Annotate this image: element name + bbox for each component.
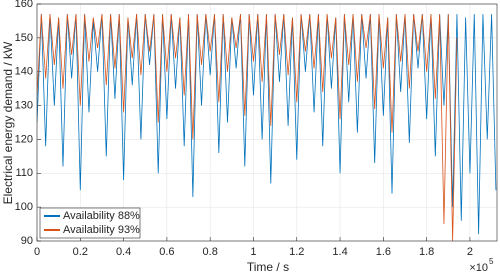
x-tick-label: 0.2 — [73, 246, 88, 258]
y-tick-label: 110 — [15, 167, 33, 179]
y-tick-label: 90 — [21, 235, 33, 247]
y-tick-label: 150 — [15, 32, 33, 44]
y-tick-label: 100 — [15, 201, 33, 213]
x-tick-label: 0.8 — [203, 246, 218, 258]
y-tick-label: 160 — [15, 0, 33, 10]
x-tick-label: 2 — [467, 246, 473, 258]
x-tick-label: 0.4 — [116, 246, 131, 258]
legend-label: Availability 88% — [63, 210, 140, 222]
legend-label: Availability 93% — [63, 224, 140, 236]
series-line — [37, 14, 497, 235]
y-tick-label: 140 — [15, 66, 33, 78]
y-axis-label: Electrical energy demand / kW — [1, 41, 15, 204]
x-tick-label: 1 — [250, 246, 256, 258]
legend-box — [39, 207, 141, 239]
plot-frame — [36, 3, 498, 242]
x-exponent: 5 — [489, 257, 494, 266]
x-tick-label: 1.6 — [376, 246, 391, 258]
x-tick-label: 1.2 — [289, 246, 304, 258]
x-tick-label: 0.6 — [159, 246, 174, 258]
x-tick-label: 0 — [34, 246, 40, 258]
x-tick-label: 1.8 — [419, 246, 434, 258]
x-multiplier: ×10 — [469, 262, 488, 274]
series-line — [37, 14, 458, 241]
x-axis-label: Time / s — [247, 260, 289, 274]
y-tick-label: 120 — [15, 133, 33, 145]
y-tick-label: 130 — [15, 99, 33, 111]
x-tick-label: 1.4 — [332, 246, 347, 258]
